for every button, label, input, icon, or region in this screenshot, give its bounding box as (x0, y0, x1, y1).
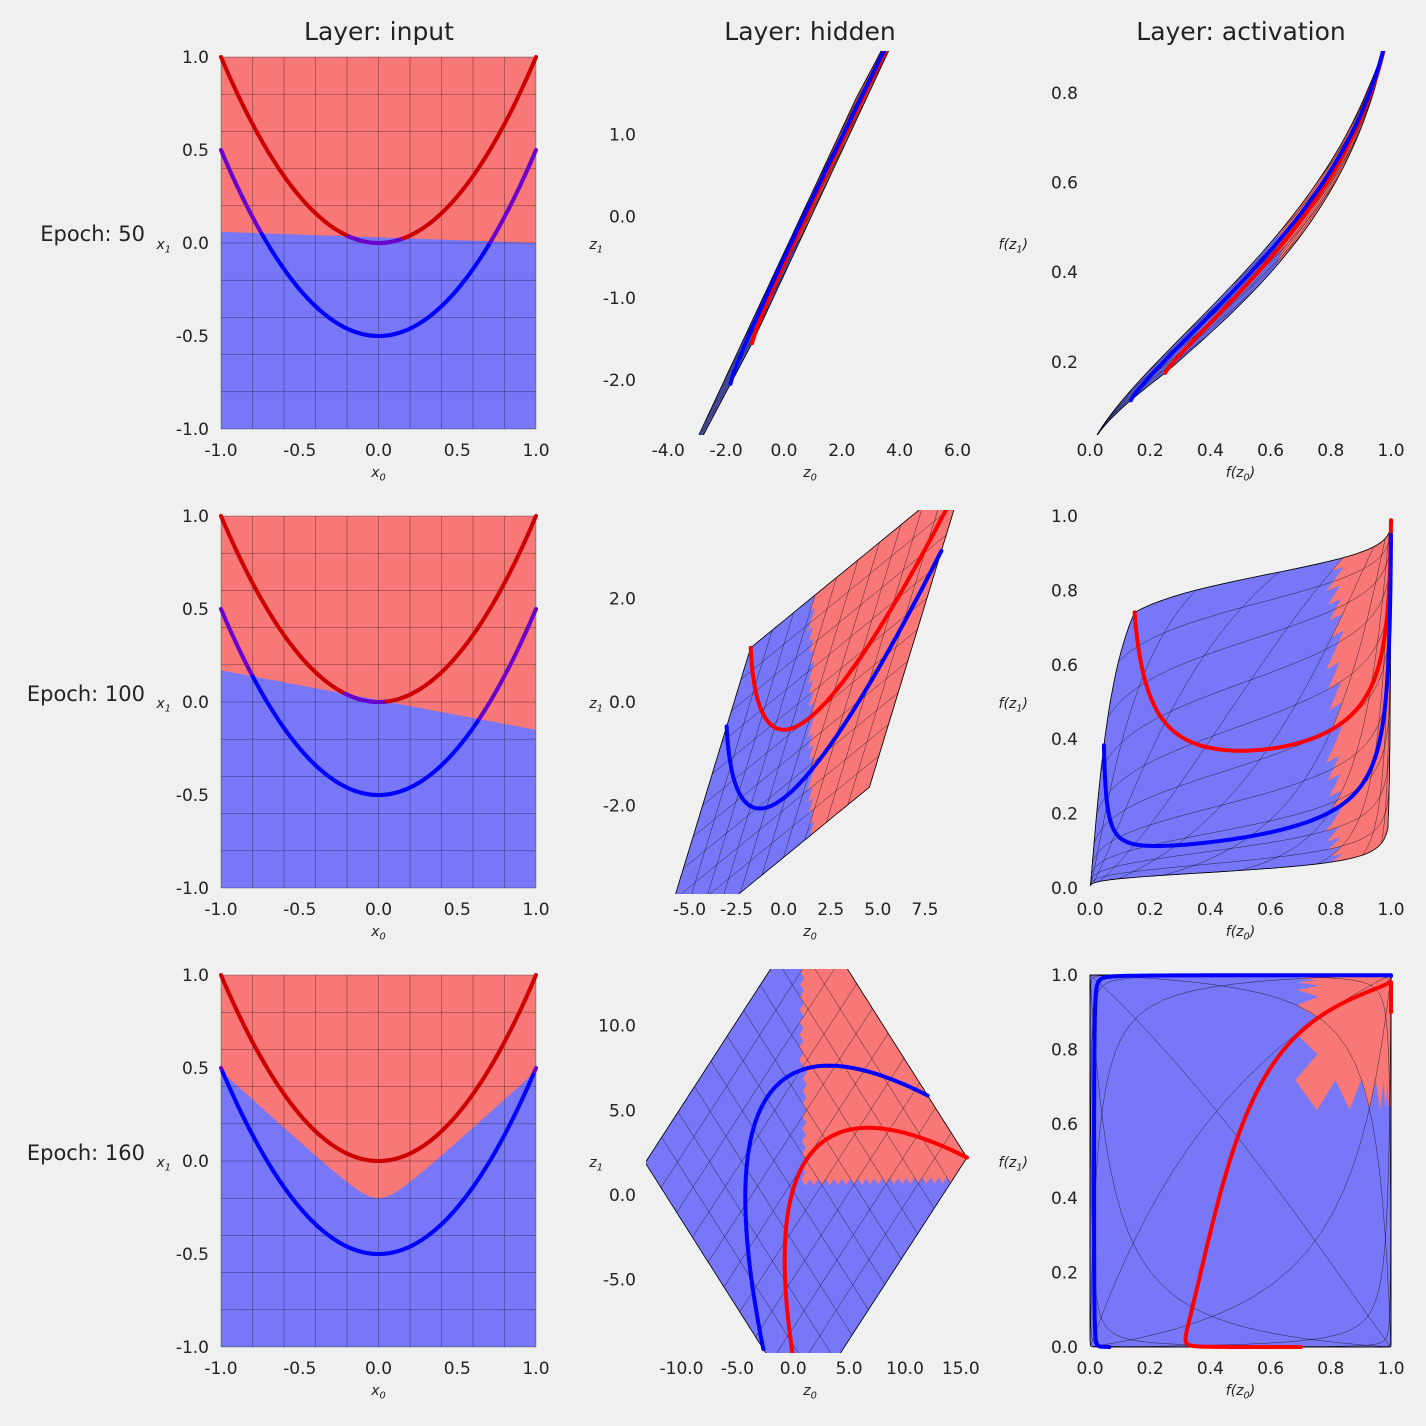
grid (220, 56, 537, 430)
x-tick-label: 0.0 (365, 441, 392, 461)
plot-area (675, 510, 955, 894)
x-axis-label: f(z0) (1226, 465, 1255, 484)
y-tick-label: 0.5 (182, 600, 209, 620)
y-tick-label: 1.0 (609, 126, 636, 146)
y-tick-label: 0.5 (182, 141, 209, 161)
grid-line (1149, 51, 1385, 386)
x-tick-label: 0.8 (1317, 441, 1344, 461)
y-tick-label: 0.0 (609, 207, 636, 227)
x-tick-label: -2.0 (710, 441, 743, 461)
column-title-input: Layer: input (304, 17, 454, 46)
y-tick-label: -2.0 (603, 371, 636, 391)
x-tick-label: 6.0 (944, 441, 971, 461)
x-tick-label: 0.6 (1257, 441, 1284, 461)
axis-ticks: 0.0 0.2 0.4 0.6 0.8 1.0 0.2 0.4 0.6 0.8 (1051, 84, 1405, 461)
y-tick-label: 0.0 (182, 693, 209, 713)
row-label-epoch-50: Epoch: 50 (40, 222, 145, 246)
grid (220, 515, 537, 889)
y-tick-label: 1.0 (182, 48, 209, 68)
red-class-curve (750, 51, 888, 346)
row-label-epoch-100: Epoch: 100 (27, 682, 145, 706)
axis-ticks: -1.0 -0.5 0.0 0.5 1.0 -1.0 -0.5 0.0 0.5 1.0 (176, 48, 550, 461)
x-tick-label: -0.5 (283, 441, 316, 461)
y-tick-label: -1.0 (603, 289, 636, 309)
y-tick-label: 1.0 (182, 507, 209, 527)
blue-class-curve (532, 607, 538, 615)
axis-ticks: -1.0 -0.5 0.0 0.5 1.0 -1.0 -0.5 0.0 0.5 1.0 (176, 507, 550, 920)
blue-class-curve (1128, 51, 1386, 403)
y-tick-label: -1.0 (176, 879, 209, 899)
axis-ticks: -4.0 -2.0 0.0 2.0 4.0 6.0 -2.0 -1.0 0.0 1.0 (603, 126, 971, 461)
column-title-hidden: Layer: hidden (724, 17, 895, 46)
y-tick-label: -0.5 (176, 327, 209, 347)
grid-line (743, 51, 888, 360)
x-tick-label: 0.4 (1197, 441, 1224, 461)
plot-area (219, 514, 538, 889)
x-tick-label: -1.0 (204, 900, 237, 920)
y-tick-label: 0.4 (1051, 263, 1078, 283)
x-tick-label: -1.0 (204, 441, 237, 461)
x-tick-label: 2.0 (828, 441, 855, 461)
x-tick-label: -0.5 (283, 900, 316, 920)
y-tick-label: -1.0 (176, 420, 209, 440)
plot-area (219, 55, 538, 430)
panel-r0-c2-activation: 0.0 0.2 0.4 0.6 0.8 1.0 0.2 0.4 0.6 0.8 f(z0) f(z1) (999, 51, 1405, 484)
x-tick-label: 0.0 (770, 441, 797, 461)
blue-class-curve (532, 148, 538, 156)
x-tick-label: -4.0 (652, 441, 685, 461)
x-tick-label: 1.0 (1377, 441, 1404, 461)
panels: -1.0 -0.5 0.0 0.5 1.0-1.0-0.50.00.51.0x0x1-4… (155, 48, 1405, 1402)
x-tick-label: 1.0 (522, 900, 549, 920)
y-tick-label: 0.0 (182, 234, 209, 254)
blue-class-curve (728, 51, 887, 386)
column-title-activation: Layer: activation (1136, 17, 1345, 46)
x-tick-label: 0.5 (444, 900, 471, 920)
blue-region (675, 594, 817, 894)
grid-line (1136, 51, 1384, 396)
y-tick-label: -0.5 (176, 786, 209, 806)
red-class-curve (532, 514, 538, 522)
x-tick-label: 4.0 (886, 441, 913, 461)
x-tick-label: 0.0 (365, 900, 392, 920)
x-tick-label: 1.0 (522, 441, 549, 461)
x-tick-label: 0.2 (1137, 441, 1164, 461)
y-tick-label: 0.2 (1051, 353, 1078, 373)
mesh-outline (1096, 51, 1385, 435)
y-tick-label: 0.8 (1051, 84, 1078, 104)
x-tick-label: 0.5 (444, 441, 471, 461)
y-axis-label: f(z1) (999, 237, 1028, 256)
plot-area (1096, 51, 1386, 435)
red-class-curve (532, 55, 538, 63)
row-label-epoch-160: Epoch: 160 (27, 1141, 145, 1165)
y-tick-label: 0.6 (1051, 173, 1078, 193)
plot-area (698, 51, 890, 435)
mesh-outline (698, 51, 890, 435)
x-tick-label: 0.0 (1076, 441, 1103, 461)
